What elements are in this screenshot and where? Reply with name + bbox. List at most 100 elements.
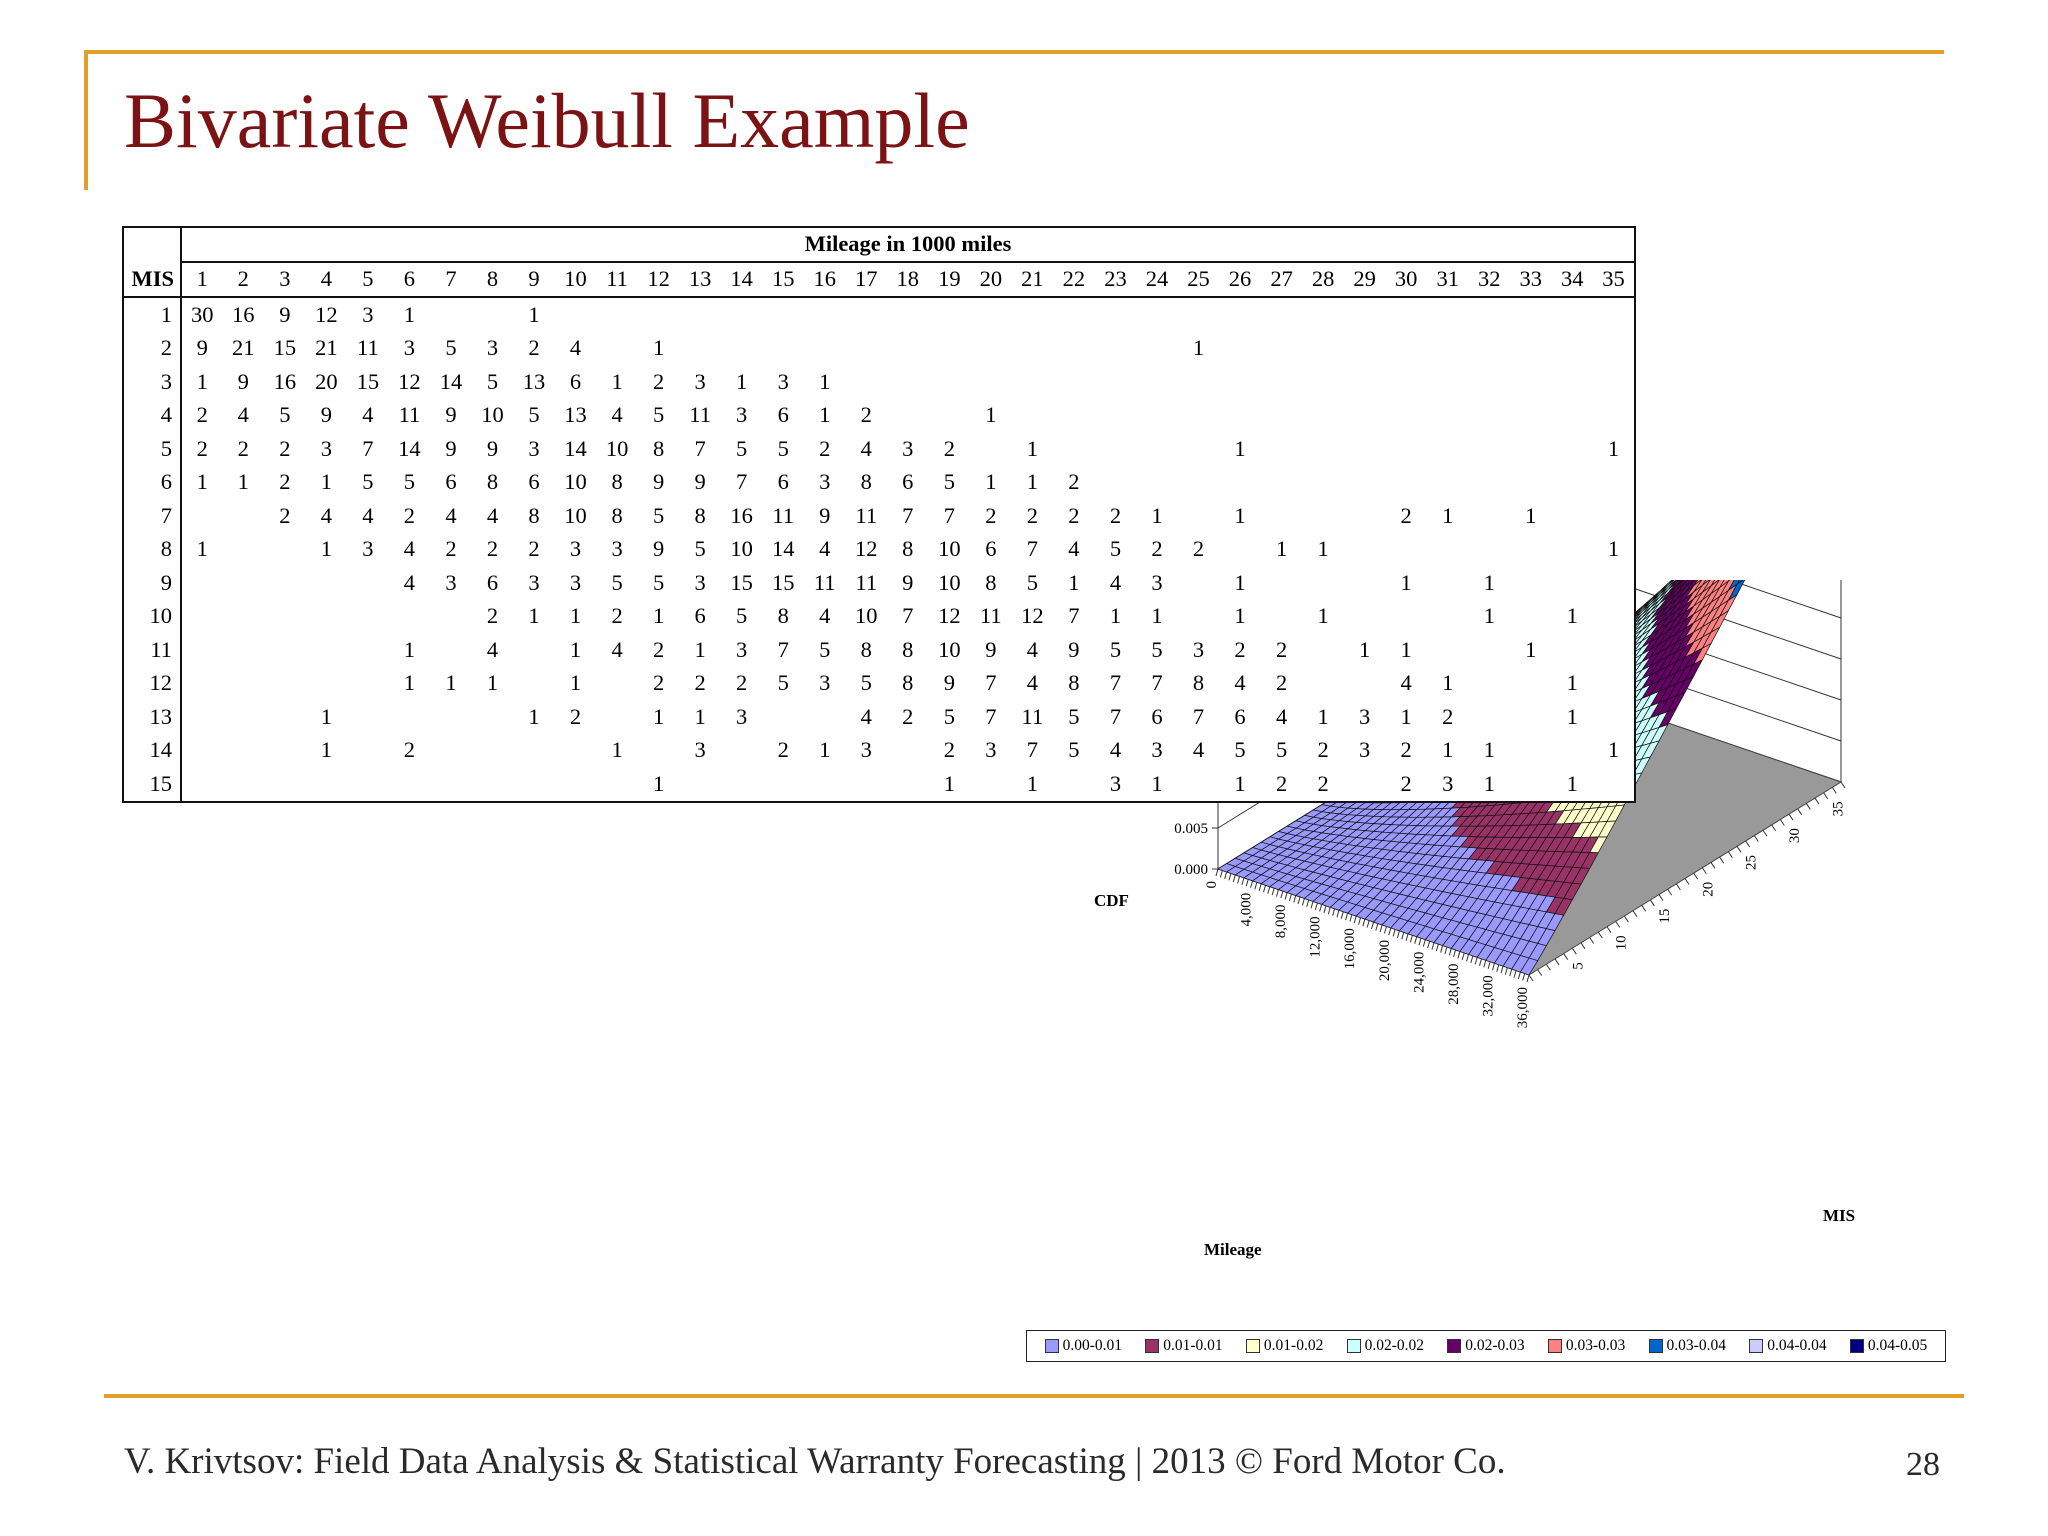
column-header: 33: [1510, 261, 1552, 298]
table-cell: [762, 332, 804, 366]
legend-label: 0.02-0.02: [1364, 1337, 1424, 1354]
y-minor-tick: [1753, 835, 1759, 842]
column-header: 7: [430, 261, 472, 298]
column-header: 19: [928, 261, 971, 298]
table-cell: [306, 767, 348, 802]
table-cell: [1302, 566, 1344, 600]
table-cell: [1593, 332, 1635, 366]
column-header: 20: [970, 261, 1012, 298]
y-minor-tick: [1710, 862, 1716, 869]
column-header: 32: [1468, 261, 1510, 298]
table-cell: [1219, 365, 1261, 399]
x-minor-tick: [1232, 874, 1236, 883]
table-cell: 3: [445, 569, 457, 595]
table-cell: [181, 600, 223, 634]
table-cell: 1: [985, 469, 997, 495]
table-cell: 3: [569, 569, 582, 595]
table-cell: 5: [1275, 737, 1288, 763]
table-row: 7 2 4 4 2 4 4 8 10 8 5 8 16 11 9 11 7 7 2 2 2 2 1 1 2 1 1: [123, 499, 1635, 533]
table-row: 14 1 2 1 3 2 1 3 2 3 7 5 4 3 4 5 5 2 3 2 1 1 1: [123, 733, 1635, 768]
y-minor-tick: [1684, 878, 1690, 885]
table-cell: 12: [315, 301, 338, 327]
column-header: 14: [720, 261, 763, 298]
table-cell: [181, 700, 223, 734]
table-cell: [1095, 297, 1137, 332]
legend-swatch: [1648, 1339, 1663, 1353]
table-cell: 4: [819, 536, 831, 562]
table-cell: 4: [860, 435, 872, 461]
table-cell: 1: [196, 536, 208, 562]
table-cell: [887, 767, 929, 802]
table-cell: [1344, 365, 1386, 399]
table-cell: 9: [652, 536, 665, 562]
table-cell: [347, 667, 389, 701]
table-cell: 4: [1234, 670, 1246, 696]
y-minor-tick: [1762, 829, 1768, 837]
legend-item: 0.03-0.03: [1547, 1337, 1625, 1355]
table-cell: 6: [777, 469, 789, 495]
table-cell: [347, 700, 389, 734]
table-cell: [1427, 365, 1469, 399]
table-cell: [804, 700, 846, 734]
table-cell: [430, 297, 472, 332]
table-cell: 8: [860, 469, 872, 495]
table-cell: 4: [819, 603, 831, 629]
table-cell: [846, 332, 888, 366]
table-cell: [1053, 399, 1095, 433]
table-cell: [1178, 499, 1220, 533]
legend-label: 0.03-0.04: [1666, 1337, 1726, 1354]
y-minor-tick: [1545, 964, 1551, 971]
table-cell: 2: [569, 703, 582, 729]
table-cell: 9: [694, 469, 706, 495]
table-cell: 8: [652, 435, 665, 461]
table-cell: [596, 767, 638, 802]
table-cell: 2: [777, 737, 789, 763]
y-minor-tick: [1649, 899, 1655, 907]
table-cell: [1095, 399, 1137, 433]
table-cell: [1136, 332, 1178, 366]
table-cell: [721, 297, 763, 332]
left-accent-rule: [84, 50, 88, 190]
slide-title: Bivariate Weibull Example: [124, 77, 970, 164]
table-cell: [1053, 432, 1095, 466]
x-minor-tick: [1245, 879, 1249, 887]
table-cell: 4: [860, 703, 872, 729]
table-cell: 2: [196, 402, 208, 428]
table-cell: 1: [1566, 770, 1578, 796]
table-cell: 7: [1026, 737, 1039, 763]
z-tick-label: 0.005: [1174, 821, 1208, 837]
y-minor-tick: [1615, 921, 1621, 928]
row-header-mis: 11: [123, 633, 182, 667]
y-minor-tick: [1528, 974, 1534, 982]
table-cell: 5: [1151, 636, 1163, 662]
table-cell: [306, 600, 348, 634]
table-cell: 4: [403, 569, 416, 595]
column-header: 23: [1094, 261, 1137, 298]
x-minor-tick: [1267, 886, 1271, 894]
table-cell: [1012, 365, 1054, 399]
table-cell: [721, 734, 763, 768]
table-cell: 2: [237, 435, 249, 461]
table-cell: 2: [1151, 536, 1163, 562]
table-cell: 2: [943, 435, 955, 461]
legend-label: 0.04-0.05: [1867, 1337, 1928, 1354]
table-cell: 1: [1026, 469, 1039, 495]
table-cell: [1012, 332, 1054, 366]
table-cell: 3: [736, 703, 748, 729]
table-cell: 1: [1234, 435, 1246, 461]
y-minor-tick: [1667, 888, 1673, 896]
x-minor-tick: [1319, 904, 1323, 912]
table-cell: 3: [569, 536, 582, 562]
table-cell: [306, 667, 348, 701]
table-cell: 6: [1151, 703, 1163, 729]
table-cell: 1: [320, 703, 332, 729]
column-header: 25: [1177, 261, 1220, 298]
table-cell: 5: [736, 603, 748, 629]
table-cell: [596, 667, 638, 701]
table-cell: 1: [1483, 737, 1495, 763]
table-cell: 10: [938, 536, 961, 562]
table-cell: 1: [445, 670, 457, 696]
x-minor-tick: [1448, 948, 1452, 956]
table-cell: 4: [1275, 703, 1288, 729]
table-cell: 4: [1068, 536, 1080, 562]
